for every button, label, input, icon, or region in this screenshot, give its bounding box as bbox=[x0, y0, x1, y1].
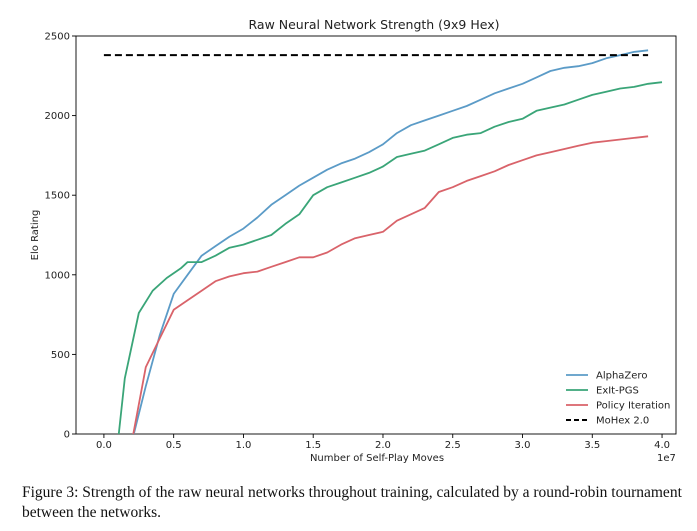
figure-caption: Figure 3: Strength of the raw neural net… bbox=[22, 484, 682, 521]
legend-label: AlphaZero bbox=[596, 371, 647, 382]
y-axis-label: Elo Rating bbox=[30, 210, 41, 261]
x-tick-label: 2.0 bbox=[375, 440, 391, 451]
x-tick-label: 3.5 bbox=[584, 440, 600, 451]
plot-frame bbox=[75, 35, 677, 435]
legend-label: ExIt-PGS bbox=[596, 386, 639, 397]
y-tick-label: 500 bbox=[51, 350, 70, 361]
x-axis-label: Number of Self-Play Moves bbox=[310, 453, 444, 464]
axis-ticks: 0.0 0.5 1.0 1.5 2.0 2.5 3.0 3.5 4.0 0 500 1000 1500 2… bbox=[45, 32, 670, 452]
chart: Raw Neural Network Strength (9x9 Hex) 0.… bbox=[30, 17, 677, 464]
series-line-policy-iteration bbox=[132, 135, 649, 434]
x-tick-label: 1.0 bbox=[235, 440, 251, 451]
series-line-alphazero bbox=[132, 49, 649, 434]
x-scale-label: 1e7 bbox=[657, 453, 676, 464]
y-tick-label: 1000 bbox=[45, 270, 70, 281]
plot-axes bbox=[75, 35, 677, 435]
legend-label: MoHex 2.0 bbox=[596, 416, 649, 427]
x-tick-label: 4.0 bbox=[654, 440, 670, 451]
x-tick-label: 0.0 bbox=[96, 440, 112, 451]
series-line-exit-pgs bbox=[117, 81, 663, 434]
series-lines bbox=[103, 49, 663, 434]
chart-title: Raw Neural Network Strength (9x9 Hex) bbox=[249, 17, 500, 32]
legend: AlphaZero ExIt-PGS Policy Iteration MoHex 2… bbox=[566, 371, 670, 427]
legend-label: Policy Iteration bbox=[596, 401, 670, 412]
y-tick-label: 2000 bbox=[45, 111, 70, 122]
y-tick-label: 1500 bbox=[45, 191, 70, 202]
y-tick-label: 0 bbox=[64, 430, 70, 441]
x-tick-label: 0.5 bbox=[166, 440, 182, 451]
x-tick-label: 1.5 bbox=[305, 440, 321, 451]
y-tick-label: 2500 bbox=[45, 32, 70, 43]
x-tick-label: 2.5 bbox=[445, 440, 461, 451]
x-tick-label: 3.0 bbox=[515, 440, 531, 451]
